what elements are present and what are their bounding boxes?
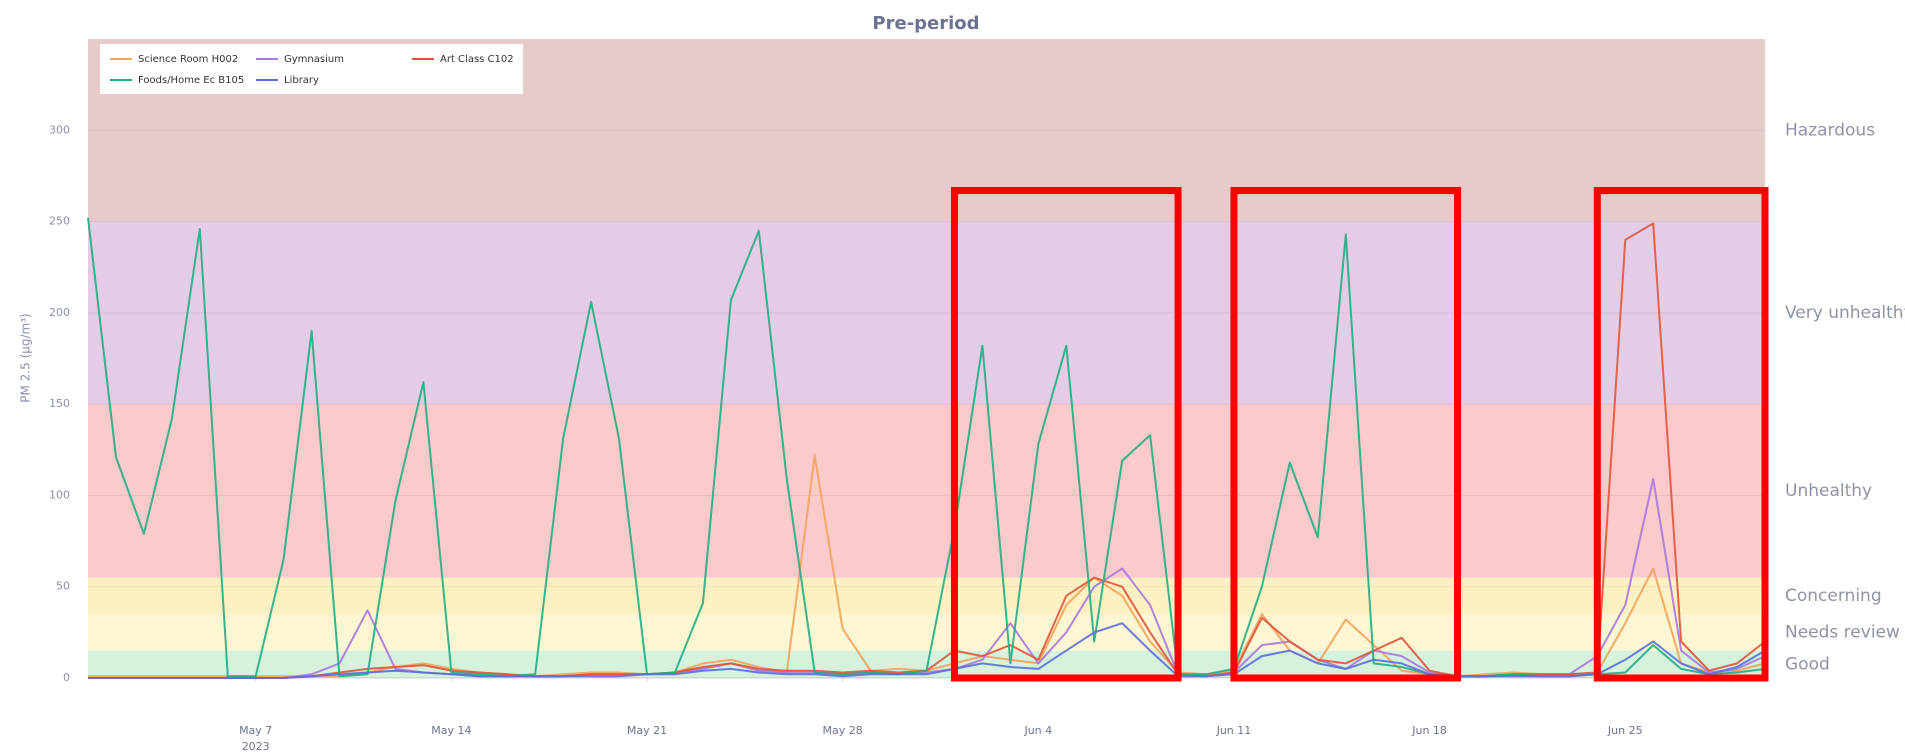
x-tick-label: Jun 11: [1216, 724, 1252, 737]
band-label: Very unhealthy: [1785, 303, 1905, 323]
band-label: Unhealthy: [1785, 481, 1872, 501]
series-line: [88, 622, 1766, 679]
legend-label: Library: [284, 75, 319, 86]
legend-label: Science Room H002: [138, 54, 238, 65]
y-tick-label: 0: [63, 671, 70, 684]
legend-box: [100, 44, 523, 94]
band-label: Good: [1785, 654, 1830, 674]
legend: Science Room H002 Gymnasium Art Class C102…: [100, 44, 523, 94]
x-tick-label: May 7: [239, 724, 272, 737]
band: [88, 577, 1765, 615]
y-tick-label: 100: [49, 488, 70, 501]
y-tick-label: 50: [56, 580, 70, 593]
x-tick-label: May 28: [823, 724, 863, 737]
band-label: Needs review: [1785, 622, 1900, 642]
y-axis-label: PM 2.5 (µg/m³): [19, 313, 33, 402]
x-year-label: 2023: [242, 740, 270, 753]
x-tick-label: Jun 18: [1411, 724, 1447, 737]
x-tick-label: May 14: [431, 724, 471, 737]
band: [88, 404, 1765, 578]
y-tick-label: 300: [49, 123, 70, 136]
x-tick-label: Jun 4: [1023, 724, 1052, 737]
y-tick-label: 250: [49, 215, 70, 228]
legend-label: Foods/Home Ec B105: [138, 75, 244, 86]
chart-title: Pre-period: [872, 13, 979, 34]
x-tick-label: May 21: [627, 724, 667, 737]
highlight-box: [950, 187, 1182, 682]
legend-label: Gymnasium: [284, 54, 344, 65]
legend-label: Art Class C102: [440, 54, 514, 65]
band: [88, 614, 1765, 651]
highlight-box: [1593, 187, 1769, 682]
highlight-box: [1230, 187, 1462, 682]
y-tick-label: 150: [49, 397, 70, 410]
band: [88, 221, 1765, 405]
x-tick-label: Jun 25: [1607, 724, 1643, 737]
band-label: Concerning: [1785, 586, 1882, 606]
band-label: Hazardous: [1785, 120, 1875, 140]
y-tick-label: 200: [49, 306, 70, 319]
